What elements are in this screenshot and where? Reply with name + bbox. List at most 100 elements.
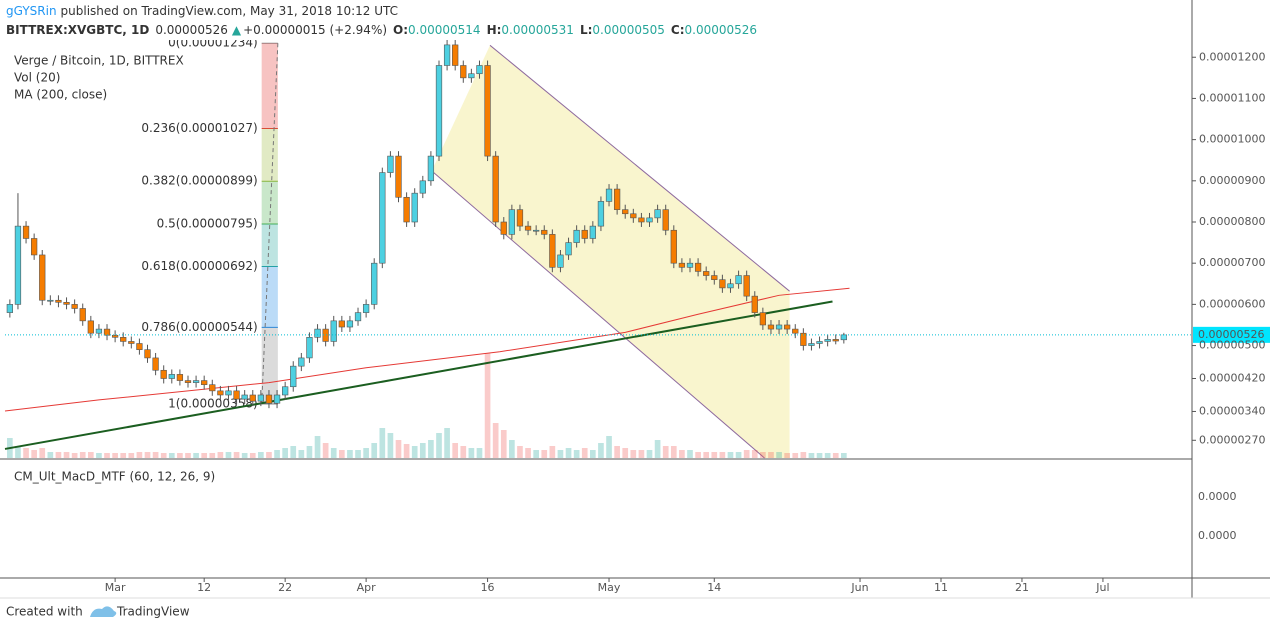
volume-bar	[387, 433, 394, 458]
candle-body	[516, 209, 524, 227]
volume-bar	[606, 436, 612, 458]
y-tick-label: 0.00000340	[1199, 404, 1265, 417]
volume-bar	[71, 453, 78, 458]
candle-body	[322, 328, 329, 342]
published: published on TradingView.com, May 31, 20…	[61, 4, 398, 18]
volume-bar	[282, 448, 288, 458]
author[interactable]: gGYSRin	[6, 4, 57, 18]
footer-brand[interactable]: TradingView	[116, 605, 190, 619]
candle-body	[47, 299, 54, 302]
candle-body	[79, 308, 86, 322]
volume-bar	[152, 452, 159, 458]
fib-band	[261, 128, 278, 182]
volume-bar	[347, 450, 353, 458]
ohlc-key: H:	[487, 23, 502, 37]
volume-bar	[168, 453, 175, 458]
volume-bar	[395, 440, 402, 458]
volume-bar	[136, 452, 143, 458]
volume-bar	[679, 450, 685, 458]
volume-bar	[792, 453, 799, 458]
volume-bar	[15, 446, 21, 458]
volume-bar	[274, 450, 280, 458]
candle-body	[476, 65, 483, 75]
volume-bar	[112, 453, 118, 458]
candle-body	[14, 225, 22, 305]
volume-bar	[355, 450, 361, 458]
candle-body	[686, 262, 694, 268]
fib-label: 0.382(0.00000899)	[141, 174, 257, 188]
channel-line	[489, 44, 790, 292]
fib-label: 0.5(0.00000795)	[157, 217, 258, 231]
volume-bar	[411, 446, 418, 458]
candle-body	[71, 304, 78, 309]
volume-bar	[557, 450, 564, 458]
x-tick-label: May	[598, 581, 621, 594]
volume-bar	[492, 423, 499, 458]
ohlc-key: L:	[580, 23, 592, 37]
legend-entry: Verge / Bitcoin, 1D, BITTREX	[14, 54, 184, 68]
last-price-label: 0.00000526	[1198, 328, 1264, 341]
x-tick-label: Mar	[105, 581, 126, 594]
symbol: BITTREX:XVGBTC, 1D	[6, 23, 149, 37]
candle-body	[282, 386, 289, 396]
candle-body	[824, 339, 831, 342]
volume-bar	[484, 353, 491, 458]
candle-body	[775, 324, 783, 330]
volume-bar	[104, 453, 110, 458]
volume-bar	[573, 450, 580, 458]
volume-bar	[841, 453, 847, 458]
candle-body	[120, 337, 127, 342]
candle-body	[832, 339, 839, 342]
volume-bar	[96, 453, 102, 458]
y-tick-label: 0.00001200	[1199, 50, 1265, 63]
candle-body	[443, 44, 451, 66]
candle-body	[395, 155, 402, 198]
candle-body	[630, 213, 637, 219]
volume-bar	[622, 448, 629, 458]
candle-body	[565, 242, 572, 256]
x-tick-label: 21	[1015, 581, 1029, 594]
candle-body	[265, 394, 273, 404]
ohlc-key: O:	[393, 23, 408, 37]
arrow: ▲	[232, 23, 242, 37]
candle-body	[160, 369, 167, 379]
volume-bar	[768, 452, 774, 458]
candle-body	[638, 217, 645, 223]
candle-body	[87, 320, 94, 334]
volume-bar	[743, 450, 750, 458]
candle-body	[800, 332, 807, 346]
volume-bar	[525, 448, 531, 458]
volume-bar	[249, 453, 256, 458]
volume-bar	[306, 446, 313, 458]
footer-text: Created with	[6, 605, 83, 619]
legend-entry: Vol (20)	[14, 71, 60, 85]
fib-band	[261, 266, 278, 328]
candle-body	[597, 201, 605, 227]
macd-title: CM_Ult_MacD_MTF (60, 12, 26, 9)	[14, 470, 215, 484]
volume-bar	[217, 452, 224, 458]
candle-body	[379, 172, 386, 264]
candle-body	[711, 275, 718, 280]
volume-bar	[120, 453, 127, 458]
ohlc-key: C:	[671, 23, 685, 37]
candle-body	[39, 254, 46, 301]
volume-bar	[314, 436, 321, 458]
volume-bar	[63, 452, 70, 458]
candle-body	[330, 320, 337, 342]
volume-bar	[363, 448, 369, 458]
ohlc-value: 0.00000526	[685, 23, 758, 37]
candle-body	[492, 155, 499, 223]
candle-body	[792, 328, 799, 334]
volume-bar	[662, 446, 669, 458]
volume-bar	[735, 452, 742, 458]
candle-body	[152, 357, 159, 371]
volume-bar	[687, 450, 693, 458]
candle-body	[387, 155, 394, 173]
volume-bar	[581, 448, 588, 458]
candle-body	[759, 312, 767, 326]
y-tick-label: 0.00001000	[1199, 133, 1265, 146]
candle-body	[557, 254, 564, 268]
candle-body	[419, 180, 426, 194]
candle-body	[209, 384, 216, 392]
volume-bar	[784, 453, 790, 458]
